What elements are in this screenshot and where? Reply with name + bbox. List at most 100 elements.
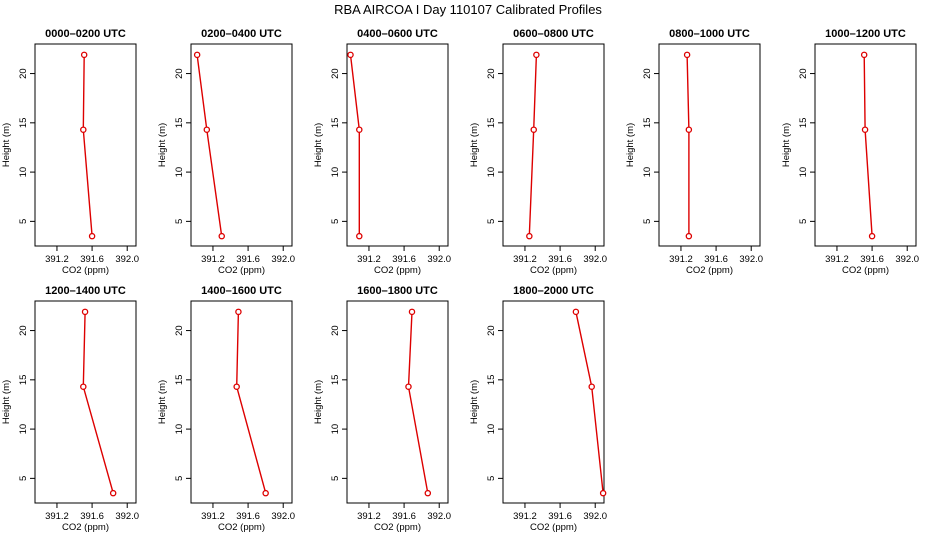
panel-title: 0600–0800 UTC: [513, 28, 594, 40]
plot-frame: [346, 300, 449, 504]
profile-point: [356, 126, 363, 133]
x-tick-label: 391.6: [236, 511, 260, 522]
profile-line: [349, 54, 360, 237]
profile-panel: 1600–1800 UTC 391.2 391.6 392.0 5 10 15 20 CO2 (…: [313, 285, 451, 533]
y-tick-label: 5: [174, 476, 185, 481]
x-axis-label: CO2 (ppm): [218, 522, 265, 533]
y-axis-label: Height (m): [313, 123, 324, 167]
y-axis-label: Height (m): [469, 380, 480, 424]
x-axis-label: CO2 (ppm): [842, 265, 889, 276]
y-tick-label: 5: [486, 219, 497, 224]
x-tick-label: 392.0: [427, 511, 451, 522]
profile-point: [405, 383, 412, 390]
y-tick-label: 20: [486, 325, 497, 336]
plot-frame: [190, 300, 293, 504]
y-tick-label: 20: [174, 68, 185, 79]
x-tick-label: 391.6: [704, 254, 728, 265]
x-tick-label: 392.0: [583, 511, 607, 522]
profile-line: [407, 311, 429, 494]
x-tick-label: 391.2: [201, 254, 225, 265]
y-tick-label: 10: [330, 424, 341, 435]
profile-point: [80, 383, 87, 390]
y-axis-label: Height (m): [781, 123, 792, 167]
y-tick-label: 15: [330, 375, 341, 386]
y-tick-label: 15: [18, 375, 29, 386]
profile-line: [82, 311, 114, 494]
profile-point: [685, 126, 693, 133]
profile-line: [82, 54, 93, 237]
y-tick-label: 20: [642, 68, 653, 79]
y-axis-label: Height (m): [157, 123, 168, 167]
profile-point: [572, 308, 580, 316]
y-tick-label: 10: [18, 167, 29, 178]
x-tick-label: 392.0: [271, 254, 295, 265]
x-tick-label: 391.6: [548, 254, 572, 265]
profile-point: [533, 51, 540, 59]
profile-point: [262, 489, 269, 497]
y-tick-label: 10: [798, 167, 809, 178]
x-tick-label: 391.2: [357, 511, 381, 522]
x-tick-label: 392.0: [895, 254, 919, 265]
profile-panel: 1000–1200 UTC 391.2 391.6 392.0 5 10 15 20 CO2 (…: [781, 28, 919, 276]
x-tick-label: 391.6: [236, 254, 260, 265]
profile-line: [528, 54, 538, 237]
profile-point: [193, 51, 201, 59]
profile-point: [424, 489, 432, 497]
profile-panel: 1200–1400 UTC 391.2 391.6 392.0 5 10 15 20 CO2 (…: [1, 285, 139, 533]
y-tick-label: 15: [486, 375, 497, 386]
profile-line: [686, 54, 690, 237]
plot-frame: [190, 43, 293, 247]
y-axis-label: Height (m): [1, 123, 12, 167]
plot-frame: [814, 43, 917, 247]
profile-point: [526, 232, 533, 240]
plot-frame: [34, 300, 137, 504]
y-axis-label: Height (m): [157, 380, 168, 424]
profile-point: [861, 126, 869, 133]
y-tick-label: 10: [18, 424, 29, 435]
y-axis-label: Height (m): [469, 123, 480, 167]
y-tick-label: 10: [486, 424, 497, 435]
x-tick-label: 391.6: [548, 511, 572, 522]
profile-point: [88, 232, 96, 240]
plot-frame: [658, 43, 761, 247]
profile-panel: 0000–0200 UTC 391.2 391.6 392.0 5 10 15 20 CO2 (…: [1, 28, 139, 276]
profile-point: [109, 489, 117, 497]
x-tick-label: 391.2: [45, 254, 69, 265]
x-tick-label: 391.6: [80, 254, 104, 265]
x-tick-label: 392.0: [583, 254, 607, 265]
profile-point: [81, 308, 89, 316]
panel-title: 0200–0400 UTC: [201, 28, 282, 40]
x-axis-label: CO2 (ppm): [62, 522, 109, 533]
y-tick-label: 15: [642, 118, 653, 129]
x-axis-label: CO2 (ppm): [686, 265, 733, 276]
y-tick-label: 20: [174, 325, 185, 336]
profile-point: [588, 383, 595, 390]
y-tick-label: 5: [642, 219, 653, 224]
panel-title: 0000–0200 UTC: [45, 28, 126, 40]
profile-panel: 0800–1000 UTC 391.2 391.6 392.0 5 10 15 20 CO2 (…: [625, 28, 763, 276]
y-tick-label: 15: [18, 118, 29, 129]
y-tick-label: 10: [642, 167, 653, 178]
plot-frame: [502, 300, 605, 504]
panel-title: 1400–1600 UTC: [201, 285, 282, 297]
plot-frame: [346, 43, 449, 247]
profile-panel: 0600–0800 UTC 391.2 391.6 392.0 5 10 15 20 CO2 (…: [469, 28, 607, 276]
y-axis-label: Height (m): [1, 380, 12, 424]
profile-point: [683, 51, 691, 59]
x-tick-label: 391.6: [80, 511, 104, 522]
profile-point: [408, 308, 416, 316]
panel-title: 1600–1800 UTC: [357, 285, 438, 297]
profile-panel: 0400–0600 UTC 391.2 391.6 392.0 5 10 15 20 CO2 (…: [313, 28, 451, 276]
y-tick-label: 5: [486, 476, 497, 481]
panel-title: 1800–2000 UTC: [513, 285, 594, 297]
x-tick-label: 391.2: [513, 254, 537, 265]
x-tick-label: 391.6: [392, 254, 416, 265]
profile-panels: 0000–0200 UTC 391.2 391.6 392.0 5 10 15 20 CO2 (…: [1, 28, 919, 533]
panel-title: 0800–1000 UTC: [669, 28, 750, 40]
x-tick-label: 392.0: [115, 254, 139, 265]
y-tick-label: 10: [174, 424, 185, 435]
x-axis-label: CO2 (ppm): [530, 265, 577, 276]
x-tick-label: 391.2: [825, 254, 849, 265]
profile-point: [356, 232, 363, 240]
profile-line: [863, 54, 873, 237]
